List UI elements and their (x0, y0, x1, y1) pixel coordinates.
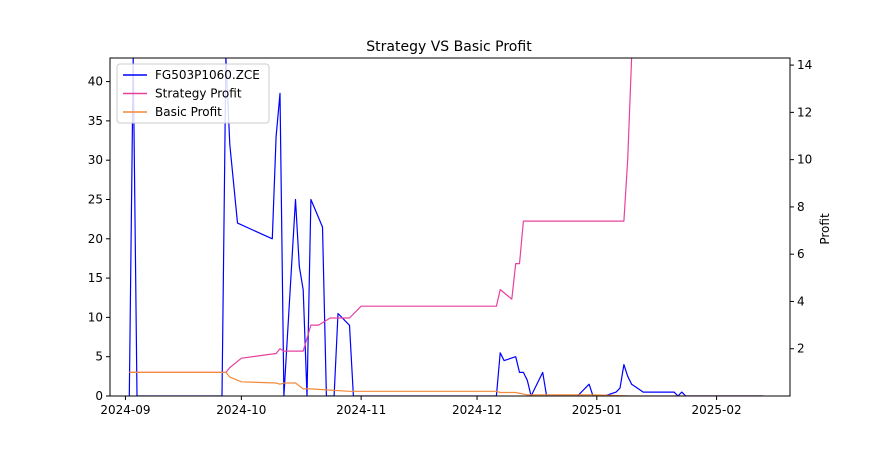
y-left-tick-label-3: 15 (88, 271, 103, 285)
y-right-tick-label-4: 10 (797, 153, 812, 167)
y-right-tick-label-1: 4 (797, 294, 805, 308)
y-left-tick-label-1: 5 (95, 350, 103, 364)
x-tick-label-3: 2024-12 (452, 403, 502, 417)
x-tick-label-4: 2025-01 (572, 403, 622, 417)
legend-box (116, 63, 270, 124)
series-line-0 (128, 58, 763, 396)
y-left-tick-label-0: 0 (95, 389, 103, 403)
legend-label-0: FG503P1060.ZCE (155, 68, 260, 82)
y-right-tick-label-6: 14 (797, 58, 812, 72)
right-axis-label: Profit (818, 213, 832, 245)
legend-label-2: Basic Profit (155, 105, 222, 119)
axes: 2024-09 2024-10 2024-11 2024-12 2025-01 2025-… (88, 57, 812, 417)
y-left-tick-label-7: 35 (88, 114, 103, 128)
y-right-tick-label-3: 8 (797, 200, 805, 214)
x-tick-label-1: 2024-10 (216, 403, 266, 417)
x-tick-label-0: 2024-09 (100, 403, 150, 417)
series-line-2 (129, 371, 763, 396)
y-left-tick-label-5: 25 (88, 192, 103, 206)
legend: FG503P1060.ZCE Strategy Profit Basic Profi… (116, 63, 270, 124)
plot-frame (109, 57, 791, 397)
y-right-tick-label-0: 2 (797, 342, 805, 356)
x-tick-label-2: 2024-11 (336, 403, 386, 417)
plot-area (128, 58, 763, 396)
y-left-tick-label-8: 40 (88, 75, 103, 89)
chart-title: Strategy VS Basic Profit (366, 39, 532, 55)
y-left-tick-label-2: 10 (88, 310, 103, 324)
y-left-tick-label-6: 30 (88, 153, 103, 167)
y-right-tick-label-2: 6 (797, 247, 805, 261)
legend-label-1: Strategy Profit (155, 87, 242, 101)
y-right-tick-label-5: 12 (797, 105, 812, 119)
x-tick-label-5: 2025-02 (692, 403, 742, 417)
y-left-tick-label-4: 20 (88, 232, 103, 246)
series-line-1 (129, 58, 633, 373)
